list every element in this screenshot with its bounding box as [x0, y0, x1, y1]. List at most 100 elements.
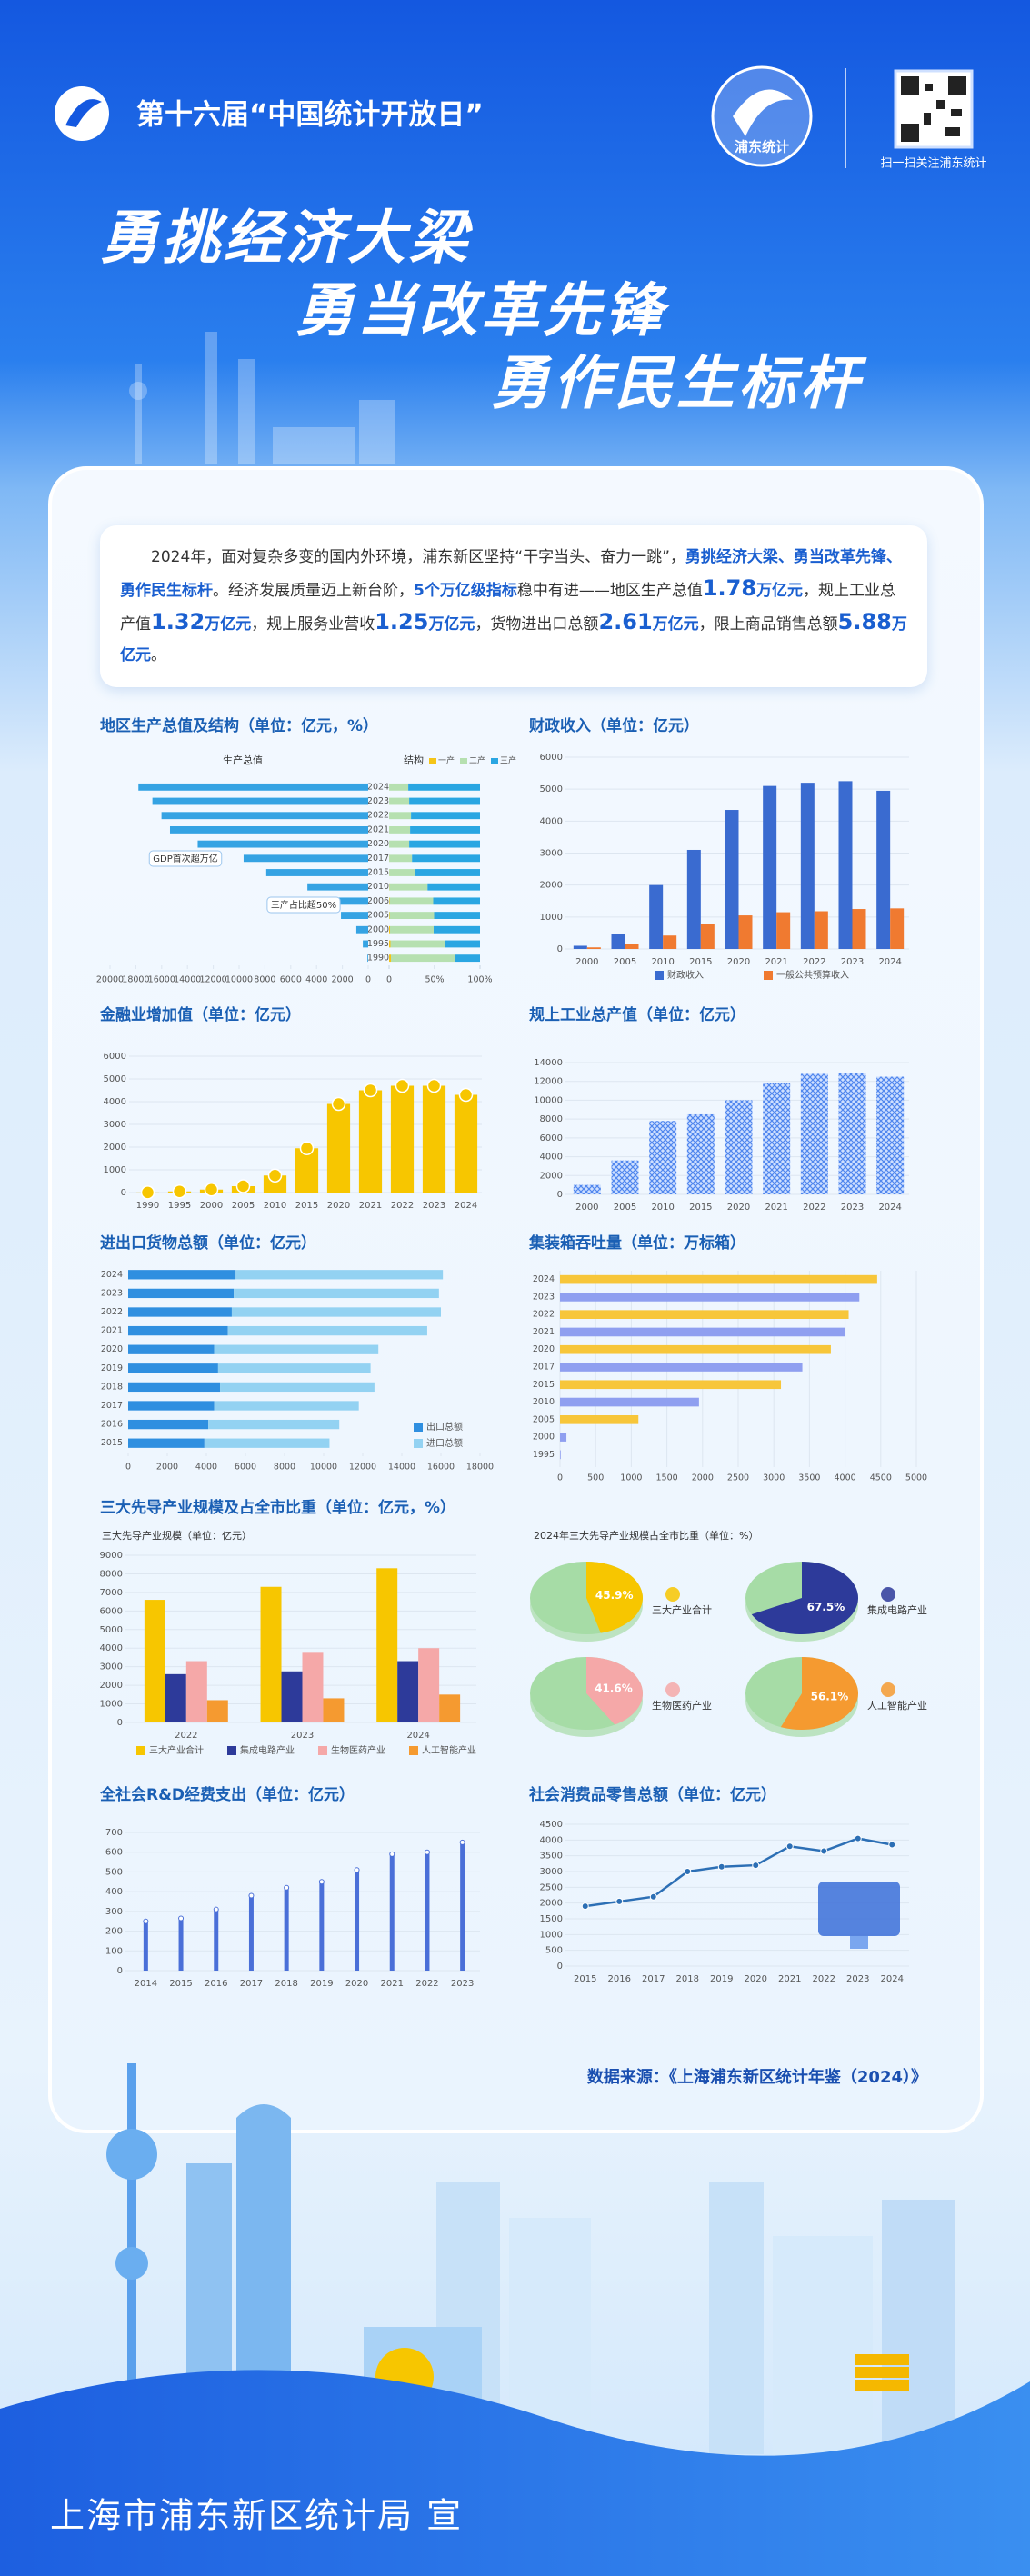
point: [615, 1897, 624, 1905]
node-icon: [318, 1879, 325, 1885]
bar: [355, 1870, 360, 1971]
bar: [248, 1895, 254, 1971]
node-icon: [424, 1849, 430, 1855]
y-tick-label: 5000: [540, 784, 563, 794]
legend-label: 生物医药产业: [331, 1744, 385, 1756]
x-tick-label: 18000: [122, 975, 149, 985]
bar: [649, 884, 664, 949]
x-tick-label: 1000: [620, 1473, 642, 1483]
x-tick-label: 1500: [656, 1473, 678, 1483]
structure-bar: [389, 783, 409, 791]
x-category-label: 2017: [642, 1974, 665, 1984]
x-category-label: 2021: [765, 957, 787, 967]
y-tick-label: 2000: [104, 1143, 126, 1153]
pie-slice: [751, 1562, 858, 1634]
x-tick-label: 0: [557, 1473, 563, 1483]
bar: [649, 1121, 677, 1194]
x-tick-label: 0: [125, 1463, 131, 1473]
y-category-label: 1995: [367, 939, 389, 949]
event-title: 第十六届“中国统计开放日”: [136, 99, 484, 132]
y-category-label: 2015: [101, 1438, 123, 1448]
legend-swatch: [409, 1746, 418, 1755]
bar: [128, 1401, 215, 1411]
bar: [128, 1382, 221, 1393]
y-tick-label: 1500: [540, 1914, 563, 1924]
structure-bar: [409, 797, 480, 805]
intro-unit: 万亿元: [756, 582, 804, 600]
bar: [214, 1344, 379, 1354]
x-category-label: 2005: [614, 957, 636, 967]
x-tick-label: 20000: [96, 975, 124, 985]
bar: [217, 1363, 371, 1373]
bar: [852, 909, 866, 949]
intro-text: 2024年，面对复杂多变的国内外环境，浦东新区坚持“干字当头、奋力一跳”，: [151, 548, 685, 566]
y-category-label: 2019: [101, 1363, 123, 1373]
bar: [454, 1094, 478, 1193]
bar: [204, 1438, 330, 1448]
pie-value-label: 56.1%: [811, 1690, 849, 1702]
x-category-label: 2022: [803, 957, 825, 967]
slogan: 勇当改革先锋: [295, 278, 670, 345]
y-category-label: 2024: [367, 782, 389, 792]
coin-icon: [299, 1141, 315, 1155]
legend-swatch: [460, 758, 467, 764]
x-category-label: 2024: [455, 1201, 477, 1211]
x-tick-label: 8000: [274, 1463, 295, 1473]
structure-bar: [389, 940, 391, 948]
x-tick-label: 5000: [905, 1473, 927, 1483]
x-tick-label: 4000: [835, 1473, 856, 1483]
bar: [208, 1419, 340, 1430]
x-category-label: 2023: [841, 1203, 864, 1213]
y-tick-label: 4000: [104, 1097, 126, 1107]
coin-icon: [267, 1168, 283, 1183]
y-tick-label: 0: [557, 1190, 563, 1200]
structure-bar: [389, 812, 412, 820]
structure-bar: [415, 869, 480, 876]
y-category-label: 2017: [367, 854, 389, 864]
y-tick-label: 300: [105, 1907, 123, 1917]
bar: [326, 1103, 351, 1193]
y-category-label: 2020: [367, 839, 389, 849]
pie-icon: [881, 1682, 895, 1697]
x-tick-label: 14000: [388, 1463, 415, 1473]
footer-wave: [0, 2370, 1030, 2576]
bar: [560, 1363, 803, 1372]
y-category-label: 2024: [101, 1270, 123, 1280]
structure-bar: [408, 783, 480, 791]
intro-text: ，规上工业总产值: [120, 582, 896, 634]
x-tick-label: 10000: [310, 1463, 337, 1473]
bar: [422, 1085, 446, 1193]
bar: [560, 1433, 567, 1442]
y-tick-label: 2000: [100, 1681, 123, 1691]
bar: [214, 1909, 219, 1971]
intro-highlight: 5个万亿级指标: [414, 582, 517, 600]
legend-label: 出口总额: [426, 1421, 463, 1433]
y-category-label: 2010: [533, 1397, 555, 1407]
logo-mark: [65, 99, 102, 127]
bar: [625, 944, 639, 949]
x-tick-label: 2000: [332, 975, 354, 985]
x-category-label: 2024: [881, 1974, 904, 1984]
chart-subtitle: 三大先导产业规模（单位：亿元）: [102, 1529, 252, 1542]
bar: [128, 1288, 235, 1299]
structure-bar: [389, 797, 410, 805]
bar: [838, 1073, 866, 1194]
pie-value-label: 45.9%: [595, 1589, 634, 1602]
intro-text: 。: [151, 646, 166, 664]
pie-icon: [665, 1587, 680, 1602]
bar: [686, 1113, 715, 1194]
bar: [876, 790, 891, 949]
legend-swatch: [491, 758, 498, 764]
bar: [389, 1853, 395, 1971]
bar: [355, 925, 368, 934]
logo-text: 浦东统计: [735, 139, 789, 155]
bar: [260, 1586, 282, 1722]
x-category-label: 2024: [406, 1731, 429, 1741]
chart-title: 金融业增加值（单位：亿元）: [99, 1005, 301, 1024]
structure-bar: [412, 854, 480, 863]
bar: [165, 1673, 186, 1722]
x-category-label: 1995: [168, 1201, 191, 1211]
y-tick-label: 4000: [100, 1643, 123, 1653]
y-tick-label: 2500: [540, 1882, 563, 1892]
structure-bar: [389, 840, 410, 848]
